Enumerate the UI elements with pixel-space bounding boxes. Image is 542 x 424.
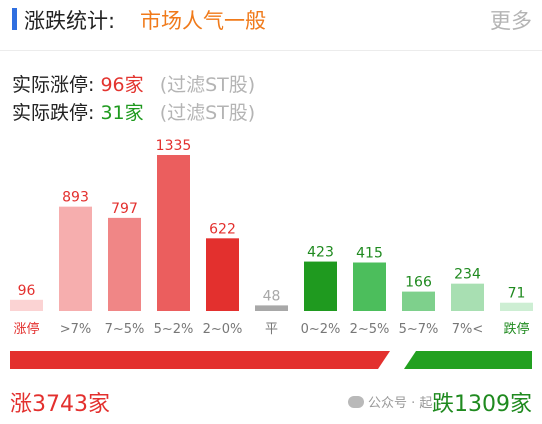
total-up-label: 涨3743家 <box>10 392 110 417</box>
bar-value-label: 1335 <box>156 138 192 154</box>
more-link[interactable]: 更多 <box>490 9 532 33</box>
bar-value-label: 234 <box>454 267 481 283</box>
category-tick-label: 7~5% <box>105 322 145 337</box>
bar-6 <box>304 261 337 311</box>
page-title: 涨跌统计: <box>24 9 116 33</box>
bar-4 <box>206 238 239 311</box>
bar-value-label: 71 <box>508 286 526 302</box>
limit-up-stat: 实际涨停: 96家 (过滤ST股) <box>12 70 255 97</box>
limit-up-count: 96家 <box>100 74 144 96</box>
category-tick-label: 5~2% <box>154 322 194 337</box>
accent-bar <box>12 8 17 30</box>
bar-value-label: 893 <box>62 190 89 206</box>
bar-value-label: 166 <box>405 275 432 291</box>
category-tick-label: 5~7% <box>399 322 439 337</box>
bar-value-label: 797 <box>111 201 138 217</box>
category-tick-label: 跌停 <box>503 321 529 337</box>
header: 涨跌统计: 市场人气一般 更多 <box>0 0 542 40</box>
bar-9 <box>451 283 484 311</box>
bar-value-label: 423 <box>307 245 334 261</box>
down-ratio-segment <box>404 351 532 369</box>
category-tick-label: 涨停 <box>13 321 39 337</box>
bar-value-label: 415 <box>356 246 383 262</box>
bar-2 <box>108 217 141 311</box>
market-sentiment-label: 市场人气一般 <box>140 9 266 33</box>
distribution-chart: 96 涨停 893 >7% 797 7~5% 1335 5~2% 622 2~0% 48 平 423 0~… <box>10 138 533 337</box>
category-tick-label: >7% <box>60 322 92 337</box>
category-tick-label: 7%< <box>452 322 484 337</box>
up-down-ratio-bar <box>10 351 532 369</box>
bar-value-label: 96 <box>18 283 36 299</box>
bar-0 <box>10 299 43 311</box>
bar-7 <box>353 262 386 311</box>
limit-down-count: 31家 <box>100 102 144 124</box>
bar-5 <box>255 305 288 311</box>
watermark: 公众号 · 起 <box>348 392 432 411</box>
watermark-text: 公众号 · 起 <box>368 396 433 411</box>
category-tick-label: 2~5% <box>350 322 390 337</box>
category-tick-label: 平 <box>265 322 278 337</box>
bar-1 <box>59 206 92 311</box>
total-down-label: 跌1309家 <box>432 392 532 417</box>
up-ratio-segment <box>10 351 390 369</box>
bar-10 <box>500 302 533 311</box>
limit-down-note: (过滤ST股) <box>159 102 256 124</box>
limit-down-label: 实际跌停: <box>12 102 95 124</box>
wechat-icon <box>348 396 364 408</box>
category-tick-label: 2~0% <box>203 322 243 337</box>
bar-value-label: 48 <box>263 288 281 304</box>
bar-value-label: 622 <box>209 221 236 237</box>
limit-up-label: 实际涨停: <box>12 74 95 96</box>
bar-8 <box>402 291 435 311</box>
limit-up-note: (过滤ST股) <box>159 74 256 96</box>
bar-3 <box>157 155 190 311</box>
category-tick-label: 0~2% <box>301 322 341 337</box>
divider <box>0 50 542 51</box>
limit-down-stat: 实际跌停: 31家 (过滤ST股) <box>12 98 255 125</box>
